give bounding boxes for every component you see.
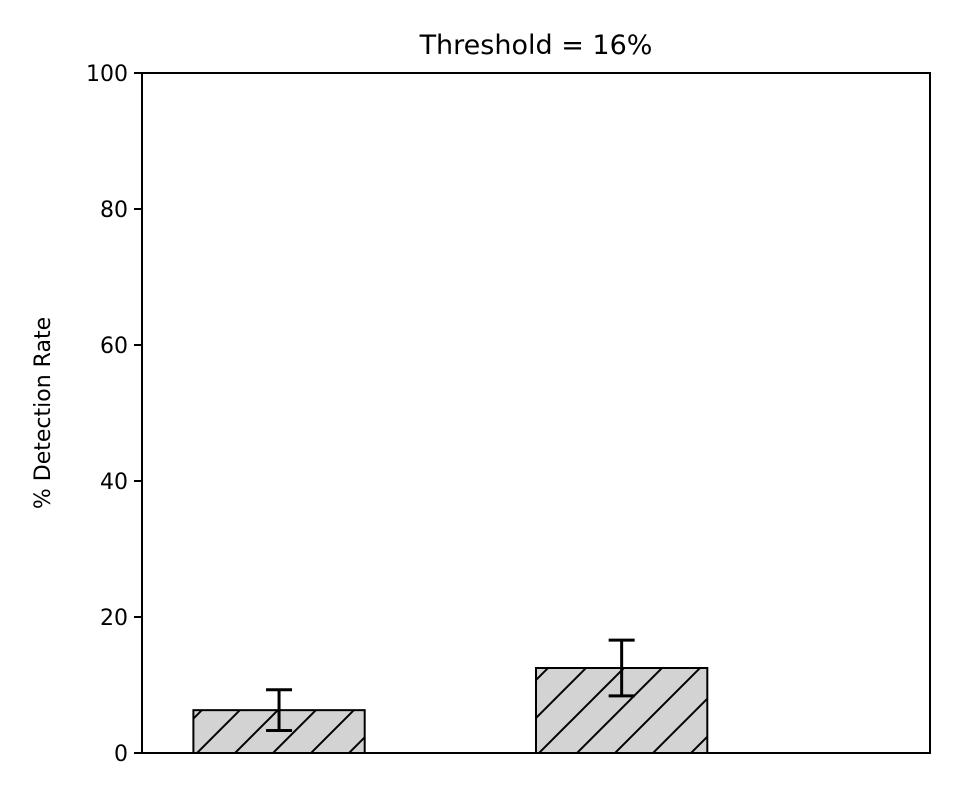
y-tick-label: 0 xyxy=(114,742,128,767)
error-bar xyxy=(608,638,635,698)
y-axis-title: % Detection Rate xyxy=(31,317,56,509)
y-tick-label: 40 xyxy=(100,470,128,495)
y-tick-label: 80 xyxy=(100,198,128,223)
y-tick-label: 60 xyxy=(100,334,128,359)
y-tick-label: 100 xyxy=(86,62,128,87)
error-bar xyxy=(266,688,293,733)
y-tick-label: 20 xyxy=(100,606,128,631)
bars-group xyxy=(192,638,709,754)
plot-frame xyxy=(141,72,931,754)
chart-title: Threshold = 16% xyxy=(419,30,653,61)
y-ticks-group: 0 20 40 60 80 100 xyxy=(86,62,142,767)
